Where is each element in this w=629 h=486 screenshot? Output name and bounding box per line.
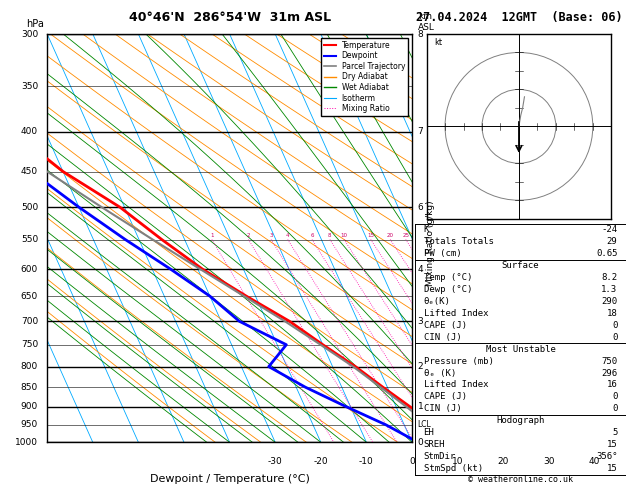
- Text: θₑ(K): θₑ(K): [423, 296, 450, 306]
- Text: 3: 3: [418, 317, 423, 326]
- Text: 356°: 356°: [596, 452, 618, 461]
- Text: 20: 20: [498, 456, 509, 466]
- Text: Most Unstable: Most Unstable: [486, 345, 555, 353]
- Text: 600: 600: [21, 264, 38, 274]
- Text: StmDir: StmDir: [423, 452, 456, 461]
- Text: 8: 8: [418, 30, 423, 38]
- Text: 8.2: 8.2: [601, 273, 618, 282]
- Text: Hodograph: Hodograph: [496, 417, 545, 425]
- Text: StmSpd (kt): StmSpd (kt): [423, 464, 482, 473]
- Text: 0: 0: [409, 456, 415, 466]
- Text: 15: 15: [367, 232, 374, 238]
- Text: 1000: 1000: [15, 438, 38, 447]
- Text: 0.65: 0.65: [596, 249, 618, 258]
- Text: Dewpoint / Temperature (°C): Dewpoint / Temperature (°C): [150, 474, 309, 484]
- Text: 900: 900: [21, 402, 38, 411]
- Text: 296: 296: [601, 368, 618, 378]
- Text: -20: -20: [313, 456, 328, 466]
- Text: 850: 850: [21, 382, 38, 392]
- Text: K: K: [423, 225, 429, 234]
- Text: 400: 400: [21, 127, 38, 136]
- Text: Totals Totals: Totals Totals: [423, 237, 493, 246]
- Text: 450: 450: [21, 167, 38, 176]
- Text: 6: 6: [310, 232, 314, 238]
- Text: 2: 2: [418, 362, 423, 371]
- Text: 0: 0: [612, 321, 618, 330]
- Text: 15: 15: [607, 464, 618, 473]
- Text: Lifted Index: Lifted Index: [423, 381, 488, 389]
- Text: 6: 6: [418, 203, 423, 212]
- Text: kt: kt: [434, 38, 442, 47]
- Text: 15: 15: [607, 440, 618, 450]
- Text: 0: 0: [418, 438, 423, 447]
- Text: 2: 2: [247, 232, 250, 238]
- Text: Dewp (°C): Dewp (°C): [423, 285, 472, 294]
- Text: 750: 750: [21, 340, 38, 349]
- Text: 3: 3: [269, 232, 273, 238]
- Text: 40°46'N  286°54'W  31m ASL: 40°46'N 286°54'W 31m ASL: [128, 11, 331, 24]
- Text: -10: -10: [359, 456, 374, 466]
- Text: 350: 350: [21, 82, 38, 91]
- Text: hPa: hPa: [26, 19, 44, 29]
- Text: 800: 800: [21, 362, 38, 371]
- Text: -30: -30: [268, 456, 282, 466]
- Text: 500: 500: [21, 203, 38, 212]
- Text: -24: -24: [601, 225, 618, 234]
- Text: 25: 25: [402, 232, 409, 238]
- Text: 10: 10: [452, 456, 464, 466]
- Text: 700: 700: [21, 317, 38, 326]
- Text: 290: 290: [601, 296, 618, 306]
- Text: Surface: Surface: [502, 260, 539, 270]
- Text: 29: 29: [607, 237, 618, 246]
- Text: Lifted Index: Lifted Index: [423, 309, 488, 318]
- Text: 0: 0: [612, 393, 618, 401]
- Text: 0: 0: [612, 332, 618, 342]
- Text: Mixing Ratio (g/kg): Mixing Ratio (g/kg): [426, 200, 435, 286]
- Text: © weatheronline.co.uk: © weatheronline.co.uk: [468, 474, 573, 484]
- Text: 5: 5: [612, 429, 618, 437]
- Text: θₑ (K): θₑ (K): [423, 368, 456, 378]
- Text: Pressure (mb): Pressure (mb): [423, 357, 493, 365]
- Text: 8: 8: [328, 232, 331, 238]
- Text: 30: 30: [543, 456, 555, 466]
- Text: LCL: LCL: [418, 420, 431, 429]
- Text: 550: 550: [21, 235, 38, 244]
- Text: CIN (J): CIN (J): [423, 404, 461, 414]
- Text: CIN (J): CIN (J): [423, 332, 461, 342]
- Text: 300: 300: [21, 30, 38, 38]
- Text: 16: 16: [607, 381, 618, 389]
- Text: 10: 10: [340, 232, 348, 238]
- Text: 650: 650: [21, 292, 38, 301]
- Text: 0: 0: [612, 404, 618, 414]
- Text: SREH: SREH: [423, 440, 445, 450]
- Text: 40: 40: [589, 456, 600, 466]
- Text: 27.04.2024  12GMT  (Base: 06): 27.04.2024 12GMT (Base: 06): [416, 11, 622, 24]
- Text: CAPE (J): CAPE (J): [423, 321, 467, 330]
- Text: 20: 20: [387, 232, 394, 238]
- Text: 750: 750: [601, 357, 618, 365]
- Text: 950: 950: [21, 420, 38, 429]
- Text: EH: EH: [423, 429, 434, 437]
- Text: 7: 7: [418, 127, 423, 136]
- Text: 1: 1: [418, 402, 423, 411]
- Legend: Temperature, Dewpoint, Parcel Trajectory, Dry Adiabat, Wet Adiabat, Isotherm, Mi: Temperature, Dewpoint, Parcel Trajectory…: [321, 38, 408, 116]
- Text: km
ASL: km ASL: [418, 12, 435, 32]
- Text: 4: 4: [286, 232, 289, 238]
- Text: 1: 1: [210, 232, 214, 238]
- Text: CAPE (J): CAPE (J): [423, 393, 467, 401]
- Text: 18: 18: [607, 309, 618, 318]
- Text: 1.3: 1.3: [601, 285, 618, 294]
- Text: PW (cm): PW (cm): [423, 249, 461, 258]
- Text: 4: 4: [418, 264, 423, 274]
- Text: Temp (°C): Temp (°C): [423, 273, 472, 282]
